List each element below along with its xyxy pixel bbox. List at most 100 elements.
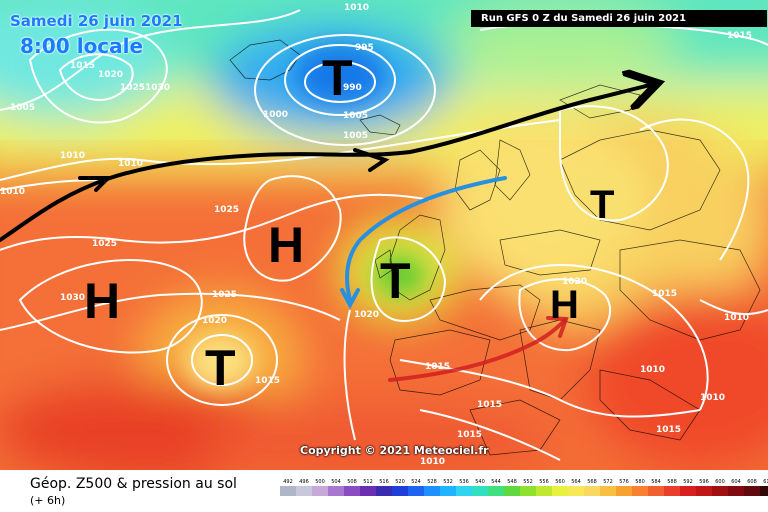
isobar-label: 1010: [60, 151, 85, 161]
scale-step: 512: [360, 479, 376, 496]
isobar-label: 1010: [640, 365, 665, 375]
scale-step: 564: [568, 479, 584, 496]
scale-swatch: [456, 486, 472, 496]
copyright-notice: Copyright © 2021 Meteociel.fr: [300, 444, 489, 457]
scale-value: 540: [475, 479, 485, 485]
isobar-label: 1015: [727, 31, 752, 41]
low-pressure-marker: T: [322, 50, 353, 106]
scale-swatch: [488, 486, 504, 496]
scale-step: 516: [376, 479, 392, 496]
scale-swatch: [296, 486, 312, 496]
isobar-label: 1005: [343, 131, 368, 141]
scale-swatch: [360, 486, 376, 496]
scale-swatch: [600, 486, 616, 496]
flow-arrows: [0, 85, 650, 382]
scale-value: 528: [427, 479, 437, 485]
scale-value: 576: [619, 479, 629, 485]
scale-value: 592: [683, 479, 693, 485]
scale-step: 596: [696, 479, 712, 496]
scale-step: 592: [680, 479, 696, 496]
scale-step: 572: [600, 479, 616, 496]
isobar-label: 1025: [212, 290, 237, 300]
scale-step: 556: [536, 479, 552, 496]
isobar-label: 1015: [457, 430, 482, 440]
isobar-label: 1030: [60, 293, 85, 303]
scale-value: 556: [539, 479, 549, 485]
high-pressure-marker: H: [84, 273, 120, 329]
scale-swatch: [568, 486, 584, 496]
scale-value: 564: [571, 479, 581, 485]
low-pressure-marker: T: [380, 253, 411, 309]
forecast-offset: (+ 6h): [30, 494, 66, 507]
scale-value: 532: [443, 479, 453, 485]
scale-value: 548: [507, 479, 517, 485]
scale-value: 580: [635, 479, 645, 485]
scale-step: 504: [328, 479, 344, 496]
warm-flow-arrow: [388, 318, 567, 382]
isobar-label: 1005: [10, 103, 35, 113]
scale-value: 504: [331, 479, 341, 485]
isobar-label: 1015: [425, 362, 450, 372]
scale-swatch: [328, 486, 344, 496]
isobar-label: 1020: [562, 277, 587, 287]
isobar-label: 1015: [652, 289, 677, 299]
scale-swatch: [584, 486, 600, 496]
scale-value: 508: [347, 479, 357, 485]
scale-step: 552: [520, 479, 536, 496]
scale-swatch: [728, 486, 744, 496]
forecast-time: 8:00 locale: [20, 34, 144, 58]
scale-swatch: [632, 486, 648, 496]
scale-value: 560: [555, 479, 565, 485]
isobar-label: 1020: [98, 70, 123, 80]
scale-swatch: [376, 486, 392, 496]
scale-step: 608: [744, 479, 760, 496]
high-pressure-marker: H: [550, 283, 579, 327]
isobar-label: 990: [343, 83, 362, 93]
isobar-label: 1010: [724, 313, 749, 323]
isobar-label: 1000: [263, 110, 288, 120]
scale-value: 584: [651, 479, 661, 485]
scale-swatch: [616, 486, 632, 496]
scale-value: 604: [731, 479, 741, 485]
scale-swatch: [664, 486, 680, 496]
scale-step: 548: [504, 479, 520, 496]
pressure-systems: T H H T T T H: [84, 50, 614, 396]
isobar-label: 995: [355, 43, 374, 53]
jet-arrow-black: [0, 85, 650, 242]
low-pressure-marker: T: [590, 183, 614, 227]
map-title: Géop. Z500 & pression au sol: [30, 476, 237, 492]
isobar-label: 1015: [70, 61, 95, 71]
scale-swatch: [552, 486, 568, 496]
scale-step: 520: [392, 479, 408, 496]
isobar-label: 1030: [145, 83, 170, 93]
scale-step: 584: [648, 479, 664, 496]
isobar-label: 1010: [344, 3, 369, 13]
scale-step: 600: [712, 479, 728, 496]
scale-swatch: [504, 486, 520, 496]
scale-value: 596: [699, 479, 709, 485]
scale-value: 568: [587, 479, 597, 485]
scale-swatch: [712, 486, 728, 496]
scale-step: 604: [728, 479, 744, 496]
isobar-label: 1015: [477, 400, 502, 410]
isobar-labels: 1010 995 1015 1020 1025 1030 990 1005 10…: [0, 3, 752, 467]
scale-step: 576: [616, 479, 632, 496]
weather-map: 1010 995 1015 1020 1025 1030 990 1005 10…: [0, 0, 768, 470]
scale-step: 492: [280, 479, 296, 496]
model-run-label: Run GFS 0 Z du Samedi 26 juin 2021: [471, 10, 767, 27]
cold-flow-arrow: [345, 176, 507, 302]
scale-swatch: [312, 486, 328, 496]
isobar-label: 1010: [118, 159, 143, 169]
isobar-label: 1025: [120, 83, 145, 93]
color-scale: 492 496 500 504 508 512 516 520 524 528 532 536 540 5…: [280, 479, 768, 496]
scale-swatch: [696, 486, 712, 496]
scale-value: 492: [283, 479, 293, 485]
scale-swatch: [440, 486, 456, 496]
scale-swatch: [344, 486, 360, 496]
scale-value: 512: [363, 479, 373, 485]
scale-swatch: [408, 486, 424, 496]
scale-step: 588: [664, 479, 680, 496]
isobar-label: 1020: [354, 310, 379, 320]
scale-value: 536: [459, 479, 469, 485]
scale-step: 500: [312, 479, 328, 496]
